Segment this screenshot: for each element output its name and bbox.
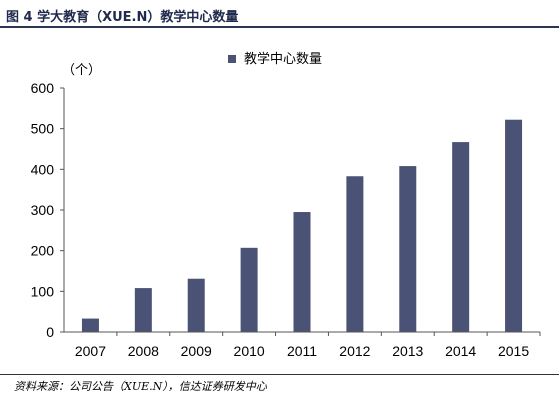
legend-label: 教学中心数量	[244, 51, 322, 67]
bar-2013	[399, 166, 417, 332]
y-unit-label: （个）	[62, 63, 101, 78]
x-tick-label-2007: 2007	[75, 343, 106, 359]
figure-title: 图 4 学大教育（XUE.N）教学中心数量	[6, 10, 239, 25]
bar-2010	[240, 247, 258, 332]
bar-2015	[505, 119, 523, 332]
y-tick-label: 300	[31, 202, 55, 218]
y-tick-label: 600	[31, 80, 55, 96]
source-note: 资料来源：公司公告（XUE.N），信达证券研发中心	[14, 380, 267, 393]
legend: 教学中心数量	[228, 51, 322, 67]
title-rule	[0, 26, 559, 28]
footer-rule	[0, 374, 559, 375]
x-tick-label-2014: 2014	[445, 343, 476, 359]
y-tick-label: 400	[31, 161, 55, 177]
legend-swatch	[228, 55, 236, 63]
x-tick-label-2012: 2012	[339, 343, 370, 359]
x-tick-label-2015: 2015	[498, 343, 529, 359]
y-axis-ticks: 0 100 200 300 400 500 600	[31, 80, 64, 340]
bars	[81, 119, 523, 332]
x-tick-label-2008: 2008	[128, 343, 159, 359]
y-tick-label: 0	[46, 324, 54, 340]
x-axis-ticks: 2007 2008 2009 2010 2011 2012 2013 2014 2015	[75, 332, 541, 359]
x-tick-label-2011: 2011	[287, 343, 317, 359]
bar-2011	[293, 212, 311, 332]
x-tick-label-2010: 2010	[234, 343, 265, 359]
bar-2014	[452, 142, 470, 332]
bar-2007	[81, 318, 99, 332]
y-tick-label: 200	[31, 243, 55, 259]
bar-2012	[346, 176, 364, 332]
y-tick-label: 500	[31, 121, 55, 137]
bar-2009	[187, 278, 205, 332]
x-tick-label-2013: 2013	[392, 343, 423, 359]
bar-2008	[134, 288, 152, 332]
y-tick-label: 100	[31, 283, 55, 299]
x-tick-label-2009: 2009	[181, 343, 212, 359]
